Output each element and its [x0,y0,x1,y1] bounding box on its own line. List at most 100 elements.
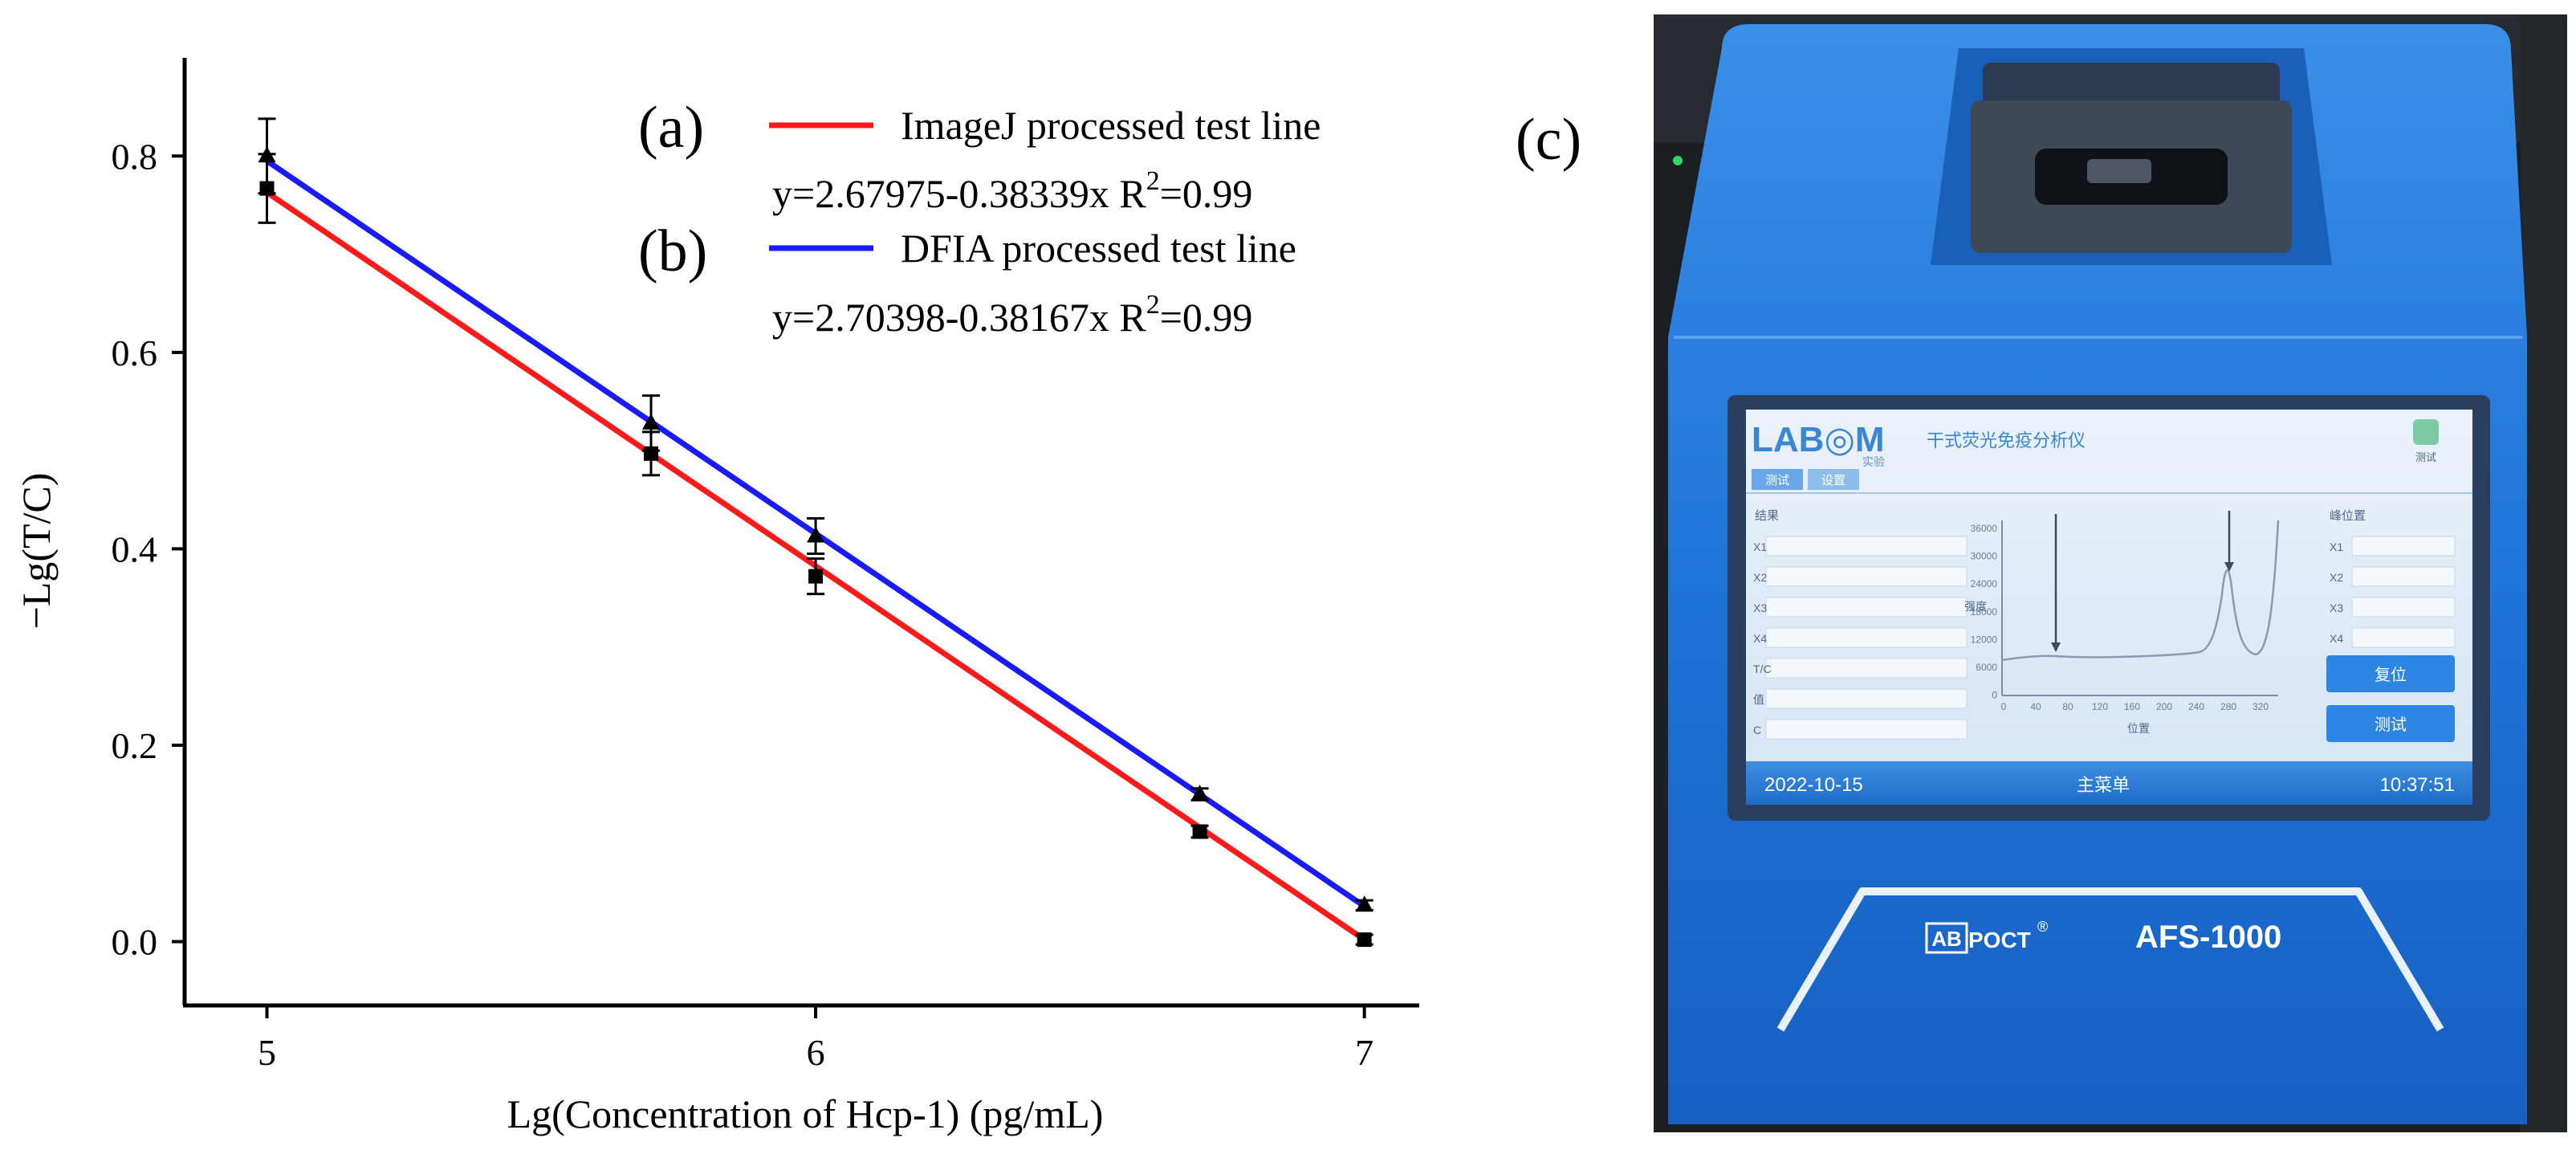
screen-main-menu[interactable]: 主菜单 [2077,775,2130,795]
screen-peak-label-3: X4 [2330,632,2343,645]
screen-x-tick-5: 200 [2156,701,2172,712]
screen-result-label-4: T/C [1753,663,1772,675]
screen-x-tick-6: 240 [2188,701,2204,712]
point-dfia-3 [1190,785,1209,801]
point-imagej-0 [259,181,275,196]
screen-result-label-0: X1 [1753,540,1767,553]
screen-tab-settings-label: 设置 [1821,474,1846,487]
y-axis-title: −Lg(T/C) [14,473,59,630]
screen-peak-label-2: X3 [2330,602,2343,614]
screen-test-button[interactable] [2326,705,2455,742]
point-imagej-3 [1192,824,1207,839]
screen-peak-panel: 峰位置 X1 X2 X3 X4 [2330,509,2456,648]
screen-tab-test[interactable] [1752,469,1803,490]
panel-label-c: (c) [1516,107,1581,173]
screen-result-field-5 [1765,688,1968,709]
screen-result-label-2: X3 [1753,602,1767,614]
screen-test-button-label: 测试 [2375,716,2407,734]
legend-label-imagej: ImageJ processed test line [901,103,1321,148]
device-brand-text: ABPOCT [1927,978,1931,981]
svg-text:POCT: POCT [1968,928,2031,952]
screen-time: 10:37:51 [2380,774,2455,796]
screen-y-tick-2: 24000 [1971,578,1998,589]
legend: (a) ImageJ processed test line y=2.67975… [638,95,1321,340]
point-imagej-1 [644,446,659,461]
screen-result-label-3: X4 [1753,632,1767,645]
screen-x-tick-0: 0 [2001,701,2007,712]
screen-test-icon[interactable] [2413,419,2439,445]
y-tick-label-3: 0.6 [112,332,158,373]
screen-result-field-2 [1765,597,1968,618]
x-tick-label-2: 7 [1355,1032,1373,1073]
point-dfia-0 [258,146,276,163]
screen-results-panel: 结果 X1 X2 X3 X4 T/C 值 C [1753,509,1968,740]
x-tick-label-0: 5 [258,1032,276,1073]
legend-label-dfia: DFIA processed test line [901,226,1296,271]
screen-y-axis-label: 强度 [1964,600,1987,613]
screen-x-tick-3: 120 [2092,701,2108,712]
y-tick-label-1: 0.2 [112,725,158,766]
y-tick-label-4: 0.8 [112,136,158,177]
legend-panel-label-b: (b) [638,218,707,284]
point-dfia-1 [642,413,661,430]
screen-x-tick-7: 280 [2220,701,2236,712]
equation-imagej: y=2.67975-0.38339x R2=0.99 [772,166,1252,216]
screen-peak-header: 峰位置 [2330,509,2366,523]
device-model: AFS-1000 [2135,920,2281,955]
screen-peak-field-3 [2351,627,2456,648]
screen-status-bar [1746,761,2472,805]
screen-y-tick-4: 12000 [1971,634,1998,645]
y-ticks: 0.0 0.2 0.4 0.6 0.8 [112,136,185,963]
y-tick-label-0: 0.0 [112,922,158,963]
screen-result-label-6: C [1753,724,1761,736]
screen-brand: LAB◎M [1752,420,1885,459]
legend-panel-label-a: (a) [638,95,704,161]
screen-y-tick-3: 18000 [1971,606,1998,618]
svg-text:AB: AB [1931,927,1962,951]
screen-y-tick-1: 30000 [1971,551,1998,562]
screen-test-icon-label: 测试 [2415,451,2436,463]
x-axis-title: Lg(Concentration of Hcp-1) (pg/mL) [507,1091,1104,1136]
screen-tab-test-label: 测试 [1765,474,1789,487]
screen-result-field-4 [1765,658,1968,679]
screen-peak-label-0: X1 [2330,540,2343,553]
screen-y-tick-6: 0 [1992,690,1997,701]
x-tick-label-1: 6 [807,1032,825,1073]
screen-x-tick-2: 80 [2062,701,2073,712]
screen-peak-field-0 [2351,536,2456,557]
screen-result-field-6 [1765,719,1968,740]
screen-peak-label-1: X2 [2330,571,2343,584]
screen-header: LAB◎M 实验 干式荧光免疫分析仪 测试 测试 设置 [1746,419,2472,494]
sample-slot [1931,48,2332,265]
point-dfia-2 [807,526,825,543]
screen-chart: 36000 30000 24000 18000 12000 6000 0 0 40 80 120 1… [1964,511,2280,735]
screen-app-title: 干式荧光免疫分析仪 [1927,430,2086,451]
screen-y-tick-0: 36000 [1971,523,1998,534]
screen-peak-field-2 [2351,597,2456,618]
device-front-trim [1776,887,2444,1032]
screen-tab-settings[interactable] [1808,469,1859,490]
screen-reset-button[interactable] [2326,655,2455,692]
device-logo: AB POCT ® [1925,919,2048,954]
screen-peak-field-1 [2351,566,2456,587]
screen-result-field-0 [1765,536,1968,557]
screen-y-tick-5: 6000 [1976,662,1997,673]
device-photo: LAB◎M 实验 干式荧光免疫分析仪 测试 测试 设置 结果 X1 X2 X3 X4 T… [1654,14,2567,1132]
screen-x-tick-1: 40 [2030,701,2041,712]
point-imagej-2 [808,569,824,584]
equation-dfia: y=2.70398-0.38167x R2=0.99 [772,290,1252,340]
screen-result-field-1 [1765,566,1968,587]
screen-results-header: 结果 [1755,509,1779,523]
screen-x-tick-8: 320 [2252,701,2269,712]
calibration-chart: 0.0 0.2 0.4 0.6 0.8 5 6 7 Lg(Concentration of … [14,58,1419,1136]
screen-reset-button-label: 复位 [2375,666,2407,684]
screen-result-label-1: X2 [1753,571,1767,584]
screen-curve [2001,520,2280,662]
svg-text:®: ® [2037,919,2048,935]
y-tick-label-2: 0.4 [112,528,158,569]
screen-date: 2022-10-15 [1764,774,1863,796]
point-dfia-4 [1355,895,1373,912]
x-ticks: 5 6 7 [258,1005,1373,1073]
screen-result-field-3 [1765,627,1968,648]
